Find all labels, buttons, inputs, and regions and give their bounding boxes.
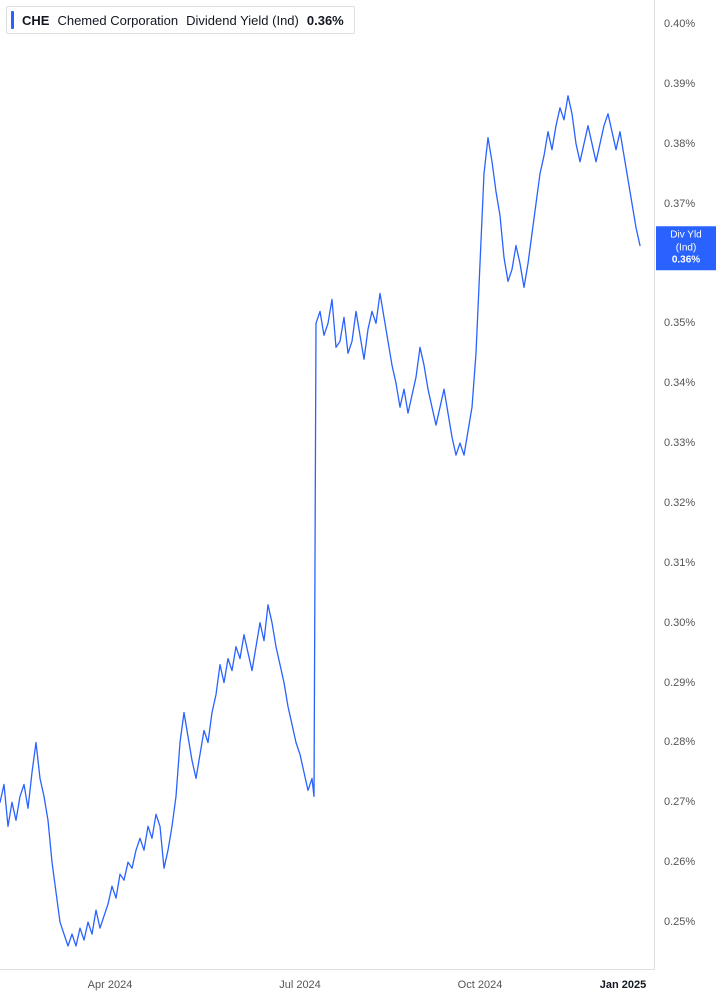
x-tick-label: Apr 2024 xyxy=(88,979,133,991)
x-tick-label: Oct 2024 xyxy=(458,979,503,991)
y-tick-label: 0.30% xyxy=(664,617,695,629)
y-tick-label: 0.39% xyxy=(664,78,695,90)
chart-plot-area[interactable] xyxy=(0,0,655,970)
value-badge-value: 0.36% xyxy=(660,255,712,268)
current-value-badge: Div Yld (Ind)0.36% xyxy=(656,227,716,271)
y-tick-label: 0.29% xyxy=(664,677,695,689)
y-tick-label: 0.40% xyxy=(664,18,695,30)
y-tick-label: 0.33% xyxy=(664,437,695,449)
chart-line-svg xyxy=(0,0,655,970)
y-tick-label: 0.27% xyxy=(664,796,695,808)
y-tick-label: 0.38% xyxy=(664,138,695,150)
y-tick-label: 0.32% xyxy=(664,497,695,509)
x-tick-label: Jul 2024 xyxy=(279,979,321,991)
y-tick-label: 0.34% xyxy=(664,377,695,389)
y-tick-label: 0.35% xyxy=(664,317,695,329)
y-tick-label: 0.37% xyxy=(664,198,695,210)
value-badge-title: Div Yld (Ind) xyxy=(660,230,712,255)
x-axis: Apr 2024 Jul 2024 Oct 2024 Jan 2025 xyxy=(0,971,655,1005)
y-tick-label: 0.28% xyxy=(664,736,695,748)
y-tick-label: 0.31% xyxy=(664,557,695,569)
y-tick-label: 0.26% xyxy=(664,856,695,868)
x-tick-label: Jan 2025 xyxy=(600,979,646,991)
y-axis: 0.40% 0.39% 0.38% 0.37% 0.36% 0.35% 0.34% 0.33%… xyxy=(656,0,716,970)
y-tick-label: 0.25% xyxy=(664,916,695,928)
